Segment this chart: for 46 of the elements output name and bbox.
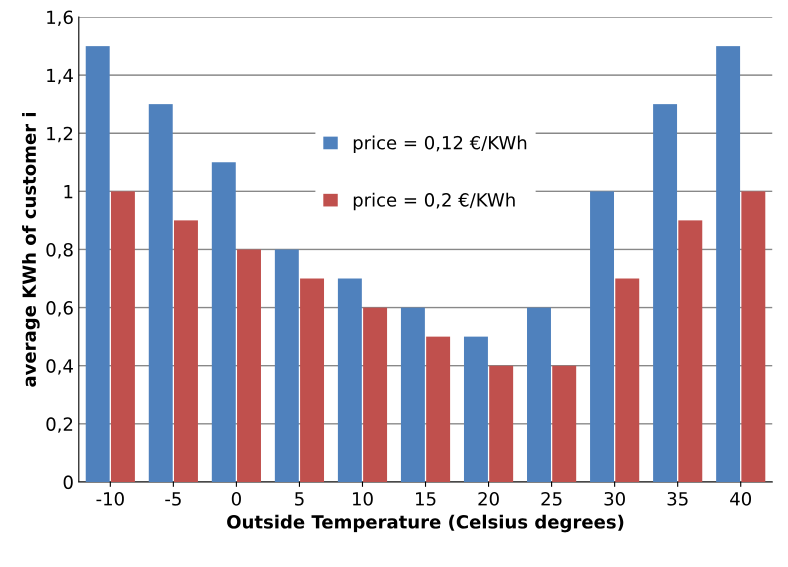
bar	[489, 366, 514, 482]
y-tick-label: 1,6	[47, 10, 73, 26]
bar	[212, 162, 236, 482]
bar	[274, 249, 299, 482]
bar	[300, 278, 324, 482]
y-axis-title: average KWh of customer i	[22, 112, 40, 387]
x-tick-label: 5	[295, 492, 304, 506]
x-axis-title: Outside Temperature (Celsius degrees)	[227, 514, 624, 532]
legend-label: price = 0,12 €/KWh	[354, 136, 526, 154]
bar	[741, 191, 766, 482]
y-tick-label: 1,2	[47, 126, 72, 142]
x-tick-label: 35	[668, 492, 688, 506]
bar	[174, 220, 198, 482]
bar	[426, 336, 450, 482]
y-tick-label: 1	[64, 185, 72, 198]
x-tick-label: 20	[478, 492, 499, 506]
x-tick-label: 0	[232, 492, 241, 506]
x-tick-label: 10	[352, 492, 373, 506]
bar	[653, 104, 678, 482]
bar	[464, 336, 488, 482]
x-tick-label: 15	[416, 492, 436, 506]
bar	[615, 278, 640, 482]
y-tick-label: 0,4	[46, 359, 73, 375]
legend-label: price = 0,2 €/KWh	[354, 192, 515, 210]
y-tick-label: 0,8	[46, 242, 73, 258]
bar	[400, 308, 425, 482]
x-tick-label: -5	[165, 492, 181, 506]
bar	[110, 191, 135, 482]
y-tick-label: 0,6	[46, 301, 73, 317]
y-tick-label: 1,4	[47, 68, 73, 84]
bar	[590, 191, 614, 482]
bar	[363, 308, 388, 482]
bar	[716, 46, 740, 482]
bar	[148, 104, 173, 482]
x-tick-label: 25	[541, 492, 562, 506]
x-tick-label: -10	[96, 492, 124, 506]
bar	[678, 220, 702, 482]
bar	[237, 249, 261, 482]
bar	[338, 278, 362, 482]
bar	[86, 46, 110, 482]
bar	[527, 308, 551, 482]
x-tick-label: 30	[604, 492, 625, 506]
bar	[552, 366, 576, 482]
x-tick-label: 40	[730, 492, 752, 506]
y-tick-label: 0	[64, 475, 73, 490]
y-tick-label: 0,2	[46, 417, 72, 433]
